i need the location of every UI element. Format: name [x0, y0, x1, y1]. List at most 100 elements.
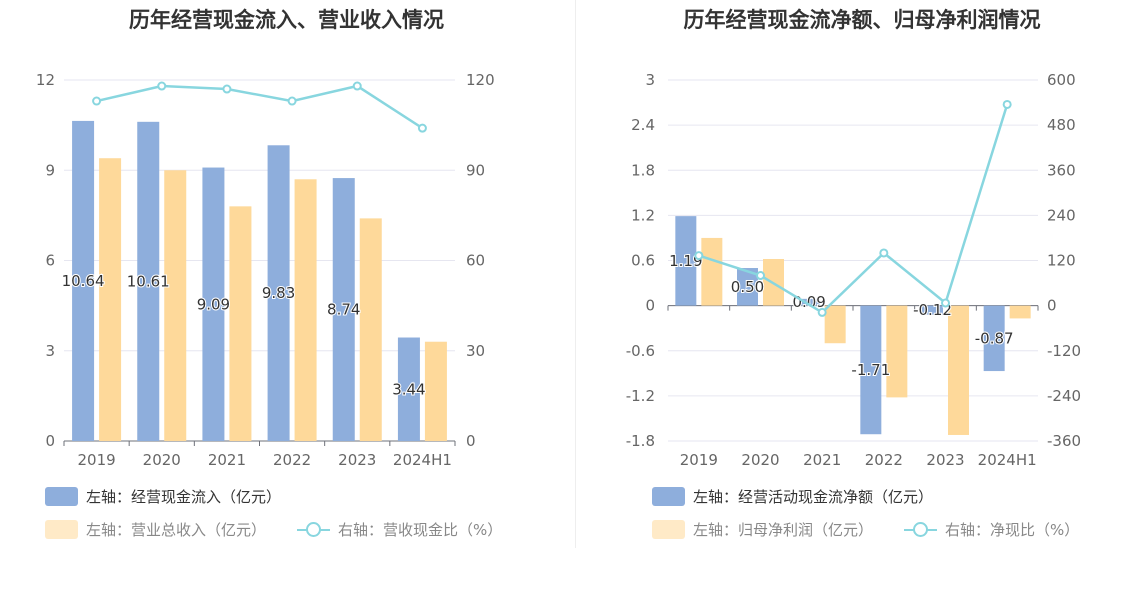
legend-item-series-a[interactable]: 左轴：经营活动现金流净额（亿元）	[652, 486, 933, 507]
bar-series-b	[164, 170, 187, 441]
y-right-tick-label: -240	[1047, 387, 1081, 405]
line-point	[879, 248, 889, 258]
line-point	[92, 96, 102, 106]
bar-series-a	[922, 305, 943, 315]
y-left-tick-label: -1.2	[626, 387, 655, 405]
legend-label: 左轴：归母净利润（亿元）	[693, 521, 874, 539]
bar-series-b	[701, 237, 723, 306]
legend-label: 左轴：营业总收入（亿元）	[86, 521, 267, 539]
y-left-tick-label: 1.2	[631, 206, 655, 224]
legend-label: 右轴：营收现金比（%）	[338, 521, 503, 539]
y-left-tick-label: 0.6	[631, 252, 655, 270]
bar-series-a	[332, 178, 355, 442]
x-tick-label: 2020	[143, 451, 181, 469]
y-right-tick-label: 30	[466, 342, 485, 360]
y-left-tick-label: 3	[45, 342, 55, 360]
bar-series-b	[948, 305, 969, 435]
data-label: 3.44	[392, 380, 425, 398]
y-right-tick-label: 120	[466, 71, 495, 89]
x-tick-label: 2024H1	[978, 451, 1037, 469]
data-label: 8.74	[327, 301, 360, 319]
legend-swatch-orange	[45, 520, 78, 539]
line-point	[817, 307, 827, 317]
data-label: -1.71	[851, 361, 890, 379]
x-tick-label: 2019	[77, 451, 115, 469]
line-point	[157, 81, 167, 91]
chart-plot: -1.8 -360 -1.2 -240 -0.6 -120 0 0 0.6 120 1.2 240 1.…	[626, 71, 1081, 469]
legend-item-series-line[interactable]: 右轴：净现比（%）	[904, 519, 1079, 540]
y-right-tick-label: 0	[466, 432, 476, 450]
y-left-tick-label: 12	[36, 71, 55, 89]
bar-series-b	[824, 305, 846, 344]
legend-label: 左轴：经营现金流入（亿元）	[86, 488, 282, 506]
bar-series-a	[137, 121, 160, 442]
legend-item-series-b[interactable]: 左轴：营业总收入（亿元）	[45, 519, 266, 540]
y-right-tick-label: 240	[1047, 206, 1076, 224]
y-right-tick-label: -120	[1047, 342, 1081, 360]
legend-swatch-blue	[652, 487, 685, 506]
data-label: 9.83	[262, 284, 295, 302]
legend-item-series-a[interactable]: 左轴：经营现金流入（亿元）	[45, 486, 281, 507]
chart-plot: 0 0 3 30 6 60 9 90 12 120 2019 2020 2021 2022 2023 2024…	[36, 71, 495, 469]
bar-series-a	[737, 268, 758, 306]
line-point	[222, 84, 232, 94]
line-point	[417, 123, 427, 133]
y-left-tick-label: -1.8	[626, 432, 655, 450]
line-point	[352, 81, 362, 91]
y-right-tick-label: 0	[1047, 297, 1057, 315]
bar-series-a	[983, 305, 1005, 372]
chart-title: 历年经营现金流净额、归母净利润情况	[683, 8, 1041, 32]
line-point	[287, 96, 297, 106]
y-right-tick-label: 480	[1047, 116, 1076, 134]
y-left-tick-label: 2.4	[631, 116, 655, 134]
bar-series-b	[424, 341, 447, 441]
bar-series-b	[229, 206, 252, 441]
x-tick-label: 2022	[273, 451, 311, 469]
bar-series-a	[798, 298, 820, 306]
y-left-tick-label: 1.8	[631, 161, 655, 179]
bar-series-a	[397, 337, 420, 441]
bar-series-b	[886, 305, 908, 398]
line-point	[1002, 99, 1012, 109]
y-left-tick-label: 9	[45, 161, 55, 179]
y-right-tick-label: 360	[1047, 161, 1076, 179]
data-label: 0.50	[731, 278, 764, 296]
legend-swatch-orange	[652, 520, 685, 539]
y-right-tick-label: 90	[466, 161, 485, 179]
data-label: 10.61	[127, 272, 170, 290]
legend-swatch-blue	[45, 487, 78, 506]
bar-series-b	[1009, 305, 1031, 319]
data-label: 9.09	[197, 295, 230, 313]
y-left-tick-label: -0.6	[626, 342, 655, 360]
y-right-tick-label: 120	[1047, 252, 1076, 270]
chart-title: 历年经营现金流入、营业收入情况	[129, 8, 444, 32]
x-tick-label: 2024H1	[393, 451, 452, 469]
line-point	[756, 271, 765, 281]
panel-divider	[575, 0, 576, 548]
bar-series-a	[72, 120, 95, 441]
x-tick-label: 2022	[865, 451, 903, 469]
bar-series-a	[860, 305, 882, 435]
line-point	[941, 298, 950, 308]
bar-series-a	[202, 167, 225, 442]
x-tick-label: 2023	[338, 451, 376, 469]
y-left-tick-label: 3	[645, 71, 655, 89]
line-series	[698, 104, 1009, 314]
data-label: 10.64	[62, 272, 105, 290]
legend-item-series-b[interactable]: 左轴：归母净利润（亿元）	[652, 519, 873, 540]
x-tick-label: 2019	[680, 451, 718, 469]
legend-item-series-line[interactable]: 右轴：营收现金比（%）	[297, 519, 502, 540]
y-right-tick-label: 60	[466, 252, 485, 270]
bar-series-b	[294, 179, 317, 441]
bar-series-b	[99, 158, 122, 441]
legend-label: 右轴：净现比（%）	[945, 521, 1080, 539]
chart-panel-net-cash: 历年经营现金流净额、归母净利润情况 -1.8 -360 -1.2 -240 -0.6 -1…	[577, 0, 1147, 589]
line-point	[694, 251, 704, 261]
bar-series-a	[267, 145, 290, 442]
x-tick-label: 2021	[803, 451, 841, 469]
x-tick-label: 2023	[926, 451, 964, 469]
legend-line-icon	[297, 520, 330, 539]
y-right-tick-label: 600	[1047, 71, 1076, 89]
line-series	[96, 84, 424, 130]
legend-label: 左轴：经营活动现金流净额（亿元）	[693, 488, 934, 506]
